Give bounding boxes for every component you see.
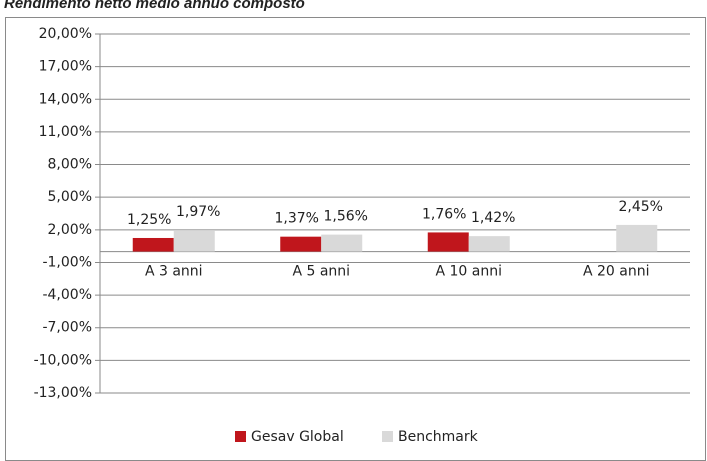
y-tick-label: 8,00% <box>48 157 92 173</box>
legend-label: Benchmark <box>398 429 479 445</box>
y-tick-label: 14,00% <box>39 91 92 107</box>
x-tick-label: A 5 anni <box>292 264 350 280</box>
bar <box>616 224 658 252</box>
data-label: 1,37% <box>275 211 319 227</box>
x-tick-label: A 10 anni <box>435 264 502 280</box>
bar <box>173 230 215 252</box>
bar <box>132 237 174 252</box>
y-tick-label: -13,00% <box>34 385 92 401</box>
legend-swatch <box>382 431 393 442</box>
legend-label: Gesav Global <box>251 429 344 445</box>
data-label: 2,45% <box>619 199 663 215</box>
data-label: 1,25% <box>127 212 171 228</box>
data-label: 1,42% <box>471 210 515 226</box>
y-tick-label: 17,00% <box>39 59 92 75</box>
data-label: 1,76% <box>422 206 466 222</box>
y-tick-label: 2,00% <box>48 222 92 238</box>
y-tick-label: -1,00% <box>42 254 92 270</box>
data-label: 1,56% <box>324 209 368 225</box>
bar <box>321 234 363 252</box>
y-tick-label: 20,00% <box>39 26 92 42</box>
legend-swatch <box>235 431 246 442</box>
y-tick-label: -4,00% <box>42 287 92 303</box>
bar <box>427 232 469 252</box>
y-tick-label: 5,00% <box>48 189 92 205</box>
x-tick-label: A 20 anni <box>583 264 650 280</box>
y-tick-label: -10,00% <box>34 352 92 368</box>
bar <box>468 236 510 252</box>
bar <box>280 236 322 252</box>
data-label: 1,97% <box>176 204 220 220</box>
chart-title: Rendimento netto medio annuo composto <box>4 0 305 12</box>
y-tick-label: -7,00% <box>42 320 92 336</box>
x-tick-label: A 3 anni <box>145 264 203 280</box>
y-tick-label: 11,00% <box>39 124 92 140</box>
